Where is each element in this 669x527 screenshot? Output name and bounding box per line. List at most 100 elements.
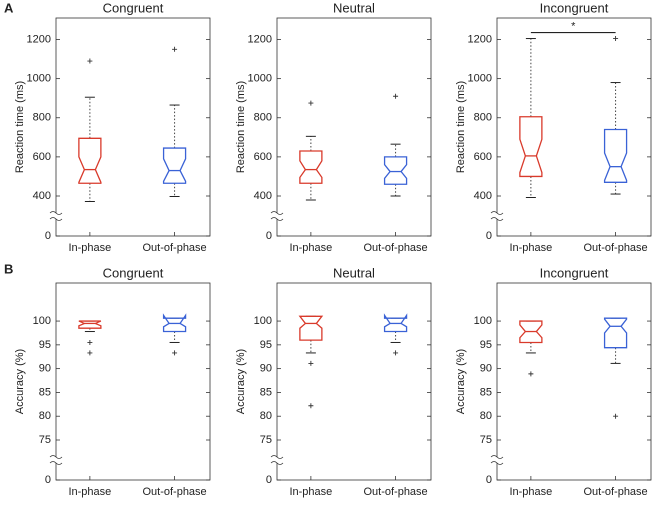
outlier bbox=[308, 360, 314, 366]
box bbox=[78, 137, 102, 184]
outlier bbox=[172, 46, 178, 52]
y-tick-label: 0 bbox=[45, 230, 51, 242]
y-tick-label: 80 bbox=[480, 410, 492, 422]
y-tick-label: 1200 bbox=[248, 33, 272, 45]
y-axis-label: Reaction time (ms) bbox=[235, 81, 247, 173]
chart-title: Congruent bbox=[103, 265, 164, 280]
y-tick-label: 85 bbox=[39, 386, 51, 398]
outlier bbox=[393, 93, 399, 99]
axis-break bbox=[490, 461, 504, 465]
x-tick-label: Out-of-phase bbox=[363, 242, 427, 254]
box bbox=[603, 128, 628, 183]
x-tick-label: In-phase bbox=[68, 242, 111, 254]
outlier bbox=[613, 36, 619, 42]
box bbox=[519, 116, 543, 178]
y-tick-label: 0 bbox=[266, 230, 272, 242]
y-tick-label: 1000 bbox=[248, 73, 272, 85]
axis-break bbox=[49, 217, 63, 221]
outlier bbox=[87, 339, 93, 345]
plot-frame bbox=[55, 282, 211, 481]
y-tick-label: 1000 bbox=[468, 73, 492, 85]
outlier bbox=[613, 413, 619, 419]
x-tick-label: In-phase bbox=[289, 486, 332, 498]
axis-break-gap bbox=[491, 213, 501, 219]
x-tick-label: Out-of-phase bbox=[583, 486, 647, 498]
axis-break bbox=[490, 455, 504, 459]
plot-frame bbox=[496, 17, 652, 237]
y-tick-label: 80 bbox=[260, 410, 272, 422]
y-tick-label: 100 bbox=[254, 315, 272, 327]
y-tick-label: 100 bbox=[474, 315, 492, 327]
panel-label: A bbox=[4, 0, 14, 15]
x-tick-label: In-phase bbox=[509, 486, 552, 498]
y-tick-label: 600 bbox=[33, 151, 51, 163]
outlier bbox=[308, 100, 314, 106]
axis-break-gap bbox=[271, 213, 281, 219]
outlier bbox=[87, 350, 93, 356]
outlier bbox=[528, 371, 534, 377]
y-tick-label: 90 bbox=[260, 363, 272, 375]
y-tick-label: 95 bbox=[480, 339, 492, 351]
outlier bbox=[393, 350, 399, 356]
panel-label: B bbox=[4, 261, 13, 276]
outlier bbox=[308, 403, 314, 409]
y-tick-label: 1200 bbox=[468, 33, 492, 45]
y-tick-label: 400 bbox=[254, 190, 272, 202]
plot-frame bbox=[276, 282, 432, 481]
y-axis-label: Accuracy (%) bbox=[455, 349, 467, 414]
x-tick-label: Out-of-phase bbox=[363, 486, 427, 498]
y-tick-label: 1200 bbox=[27, 33, 51, 45]
y-tick-label: 1000 bbox=[27, 73, 51, 85]
y-axis-label: Accuracy (%) bbox=[235, 349, 247, 414]
y-tick-label: 85 bbox=[260, 386, 272, 398]
chart-title: Neutral bbox=[333, 265, 375, 280]
axis-break bbox=[490, 211, 504, 215]
y-tick-label: 600 bbox=[254, 151, 272, 163]
y-tick-label: 0 bbox=[486, 474, 492, 486]
y-tick-label: 75 bbox=[260, 434, 272, 446]
outlier bbox=[172, 350, 178, 356]
y-tick-label: 0 bbox=[486, 230, 492, 242]
y-tick-label: 80 bbox=[39, 410, 51, 422]
y-tick-label: 90 bbox=[480, 363, 492, 375]
y-tick-label: 800 bbox=[33, 112, 51, 124]
annotation: * bbox=[571, 20, 576, 32]
y-axis-label: Accuracy (%) bbox=[14, 349, 26, 414]
box bbox=[162, 313, 187, 333]
y-tick-label: 600 bbox=[474, 151, 492, 163]
chart-title: Incongruent bbox=[540, 0, 609, 15]
x-tick-label: In-phase bbox=[68, 486, 111, 498]
axis-break bbox=[49, 455, 63, 459]
box bbox=[78, 320, 102, 329]
outlier bbox=[87, 58, 93, 64]
y-tick-label: 90 bbox=[39, 363, 51, 375]
axis-break-gap bbox=[491, 457, 501, 463]
y-tick-label: 400 bbox=[474, 190, 492, 202]
box bbox=[603, 317, 628, 349]
axis-break bbox=[270, 211, 284, 215]
y-tick-label: 400 bbox=[33, 190, 51, 202]
y-axis-label: Reaction time (ms) bbox=[14, 81, 26, 173]
axis-break-gap bbox=[271, 457, 281, 463]
box bbox=[519, 320, 543, 344]
x-tick-label: Out-of-phase bbox=[142, 486, 206, 498]
plot-frame bbox=[496, 282, 652, 481]
box bbox=[383, 313, 408, 333]
axis-break bbox=[490, 217, 504, 221]
y-tick-label: 800 bbox=[254, 112, 272, 124]
axis-break bbox=[270, 461, 284, 465]
x-tick-label: Out-of-phase bbox=[142, 242, 206, 254]
chart-title: Incongruent bbox=[540, 265, 609, 280]
axis-break bbox=[270, 217, 284, 221]
y-tick-label: 0 bbox=[266, 474, 272, 486]
box bbox=[383, 156, 408, 185]
box bbox=[162, 147, 187, 184]
y-tick-label: 85 bbox=[480, 386, 492, 398]
box bbox=[299, 150, 323, 184]
axis-break-gap bbox=[50, 457, 60, 463]
plot-frame bbox=[276, 17, 432, 237]
y-axis-label: Reaction time (ms) bbox=[455, 81, 467, 173]
y-tick-label: 95 bbox=[260, 339, 272, 351]
axis-break bbox=[49, 461, 63, 465]
